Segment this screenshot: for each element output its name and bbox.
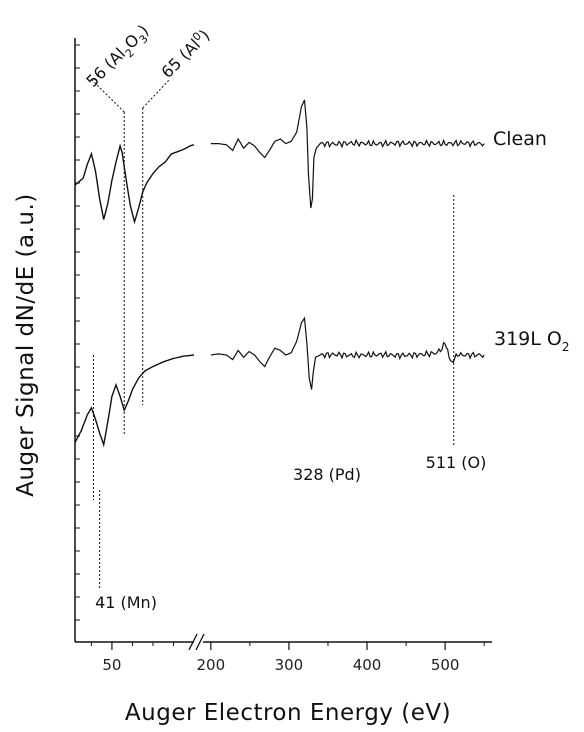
x-axis-label: Auger Electron Energy (eV) — [125, 700, 451, 726]
series-label-clean: Clean — [493, 128, 547, 150]
axis-break-mark-2 — [195, 633, 205, 651]
series-line-o2-low — [74, 354, 195, 448]
guide-leader-al2o3 — [91, 79, 125, 113]
axis-break-mark-1 — [188, 633, 198, 651]
series-line-o2-high — [210, 316, 485, 390]
y-axis-label: Auger Signal dN/dE (a.u.) — [13, 193, 39, 497]
series-label-o2-sub: 2 — [562, 340, 570, 354]
x-tick-label: 400 — [353, 656, 382, 674]
x-tick-label: 200 — [196, 656, 225, 674]
x-tick-label: 300 — [275, 656, 304, 674]
annotation-o: 511 (O) — [426, 453, 487, 472]
axes — [74, 38, 492, 651]
x-tick-label: 500 — [431, 656, 460, 674]
guide-leader-al0 — [142, 78, 171, 109]
x-axis-ticks: 50 200 300 400 500 — [90, 642, 485, 674]
annotation-pd: 328 (Pd) — [293, 465, 361, 484]
series-line-clean-low — [74, 143, 195, 225]
guide-lines — [91, 78, 455, 590]
series-label-o2-main: 319L O — [494, 328, 562, 350]
annotation-al0: 65 (Al0) — [157, 25, 214, 82]
y-axis-ticks — [75, 44, 80, 621]
series-group — [74, 99, 485, 448]
x-tick-label: 50 — [102, 656, 121, 674]
annotation-mn: 41 (Mn) — [95, 593, 157, 612]
annotation-al2o3: 56 (Al2O3) — [82, 21, 155, 94]
series-line-clean-high — [210, 99, 485, 209]
series-label-o2: 319L O2 — [494, 328, 570, 354]
